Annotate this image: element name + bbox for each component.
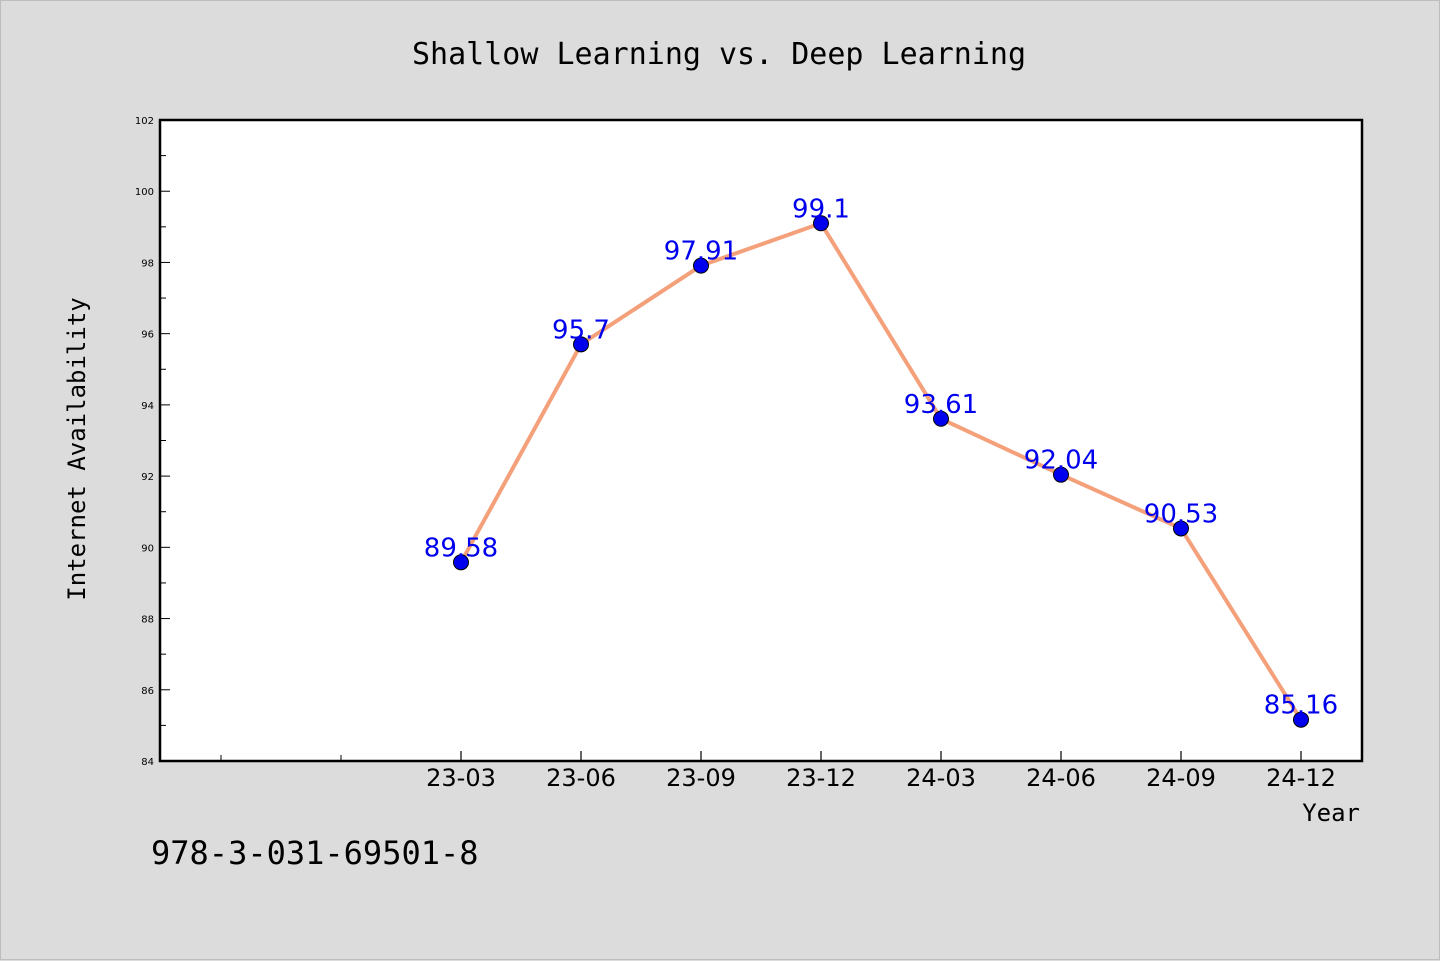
y-tick-label: 90 — [141, 543, 154, 554]
data-point — [933, 410, 949, 427]
data-label: 99.1 — [792, 194, 850, 224]
data-point — [693, 257, 709, 274]
x-axis: 23-03 23-06 23-09 23-12 24-03 24-06 24-09 24-12 — [220, 751, 1336, 792]
y-tick-label: 94 — [141, 401, 154, 412]
x-tick-label: 23-09 — [666, 764, 736, 792]
data-point — [573, 336, 589, 353]
x-tick-label: 24-06 — [1026, 764, 1096, 792]
y-tick-label: 100 — [135, 187, 154, 198]
x-tick-label: 23-12 — [786, 764, 856, 792]
data-label: 90.53 — [1144, 499, 1218, 529]
y-tick-label: 92 — [141, 472, 154, 483]
data-point — [1053, 466, 1069, 483]
x-tick-label: 24-09 — [1146, 764, 1216, 792]
isbn-code: 978-3-031-69501-8 — [151, 834, 479, 872]
data-point — [453, 554, 469, 571]
plot-area — [158, 118, 1364, 763]
x-tick-label: 24-03 — [906, 764, 976, 792]
data-label: 97.91 — [664, 237, 738, 267]
x-axis-label: Year — [1302, 799, 1360, 827]
x-tick-label: 23-03 — [426, 764, 496, 792]
data-point — [1293, 711, 1309, 728]
data-label: 93.61 — [904, 390, 978, 420]
data-point — [813, 215, 829, 232]
y-tick-label: 102 — [135, 116, 154, 127]
y-tick-label: 84 — [141, 757, 154, 768]
data-label: 95.7 — [552, 315, 610, 345]
y-tick-label: 88 — [141, 615, 154, 626]
data-label: 85.16 — [1264, 691, 1338, 721]
chart-title: Shallow Learning vs. Deep Learning — [412, 37, 1026, 72]
data-labels-group: 89.58 95.7 97.91 99.1 93.61 92.04 90.53 85.16 — [424, 194, 1338, 720]
y-axis-label: Internet Availability — [63, 297, 91, 600]
y-tick-label: 86 — [141, 686, 154, 697]
series-group — [453, 215, 1309, 728]
data-point — [1173, 520, 1189, 537]
data-label: 92.04 — [1024, 446, 1098, 476]
x-tick-label: 23-06 — [546, 764, 616, 792]
x-tick-label: 24-12 — [1266, 764, 1336, 792]
y-tick-label: 96 — [141, 330, 154, 341]
y-axis: 84 86 88 90 92 94 96 98 100 102 — [135, 116, 170, 768]
data-label: 89.58 — [424, 533, 498, 563]
series-line — [459, 221, 1303, 721]
y-tick-label: 98 — [141, 258, 154, 269]
